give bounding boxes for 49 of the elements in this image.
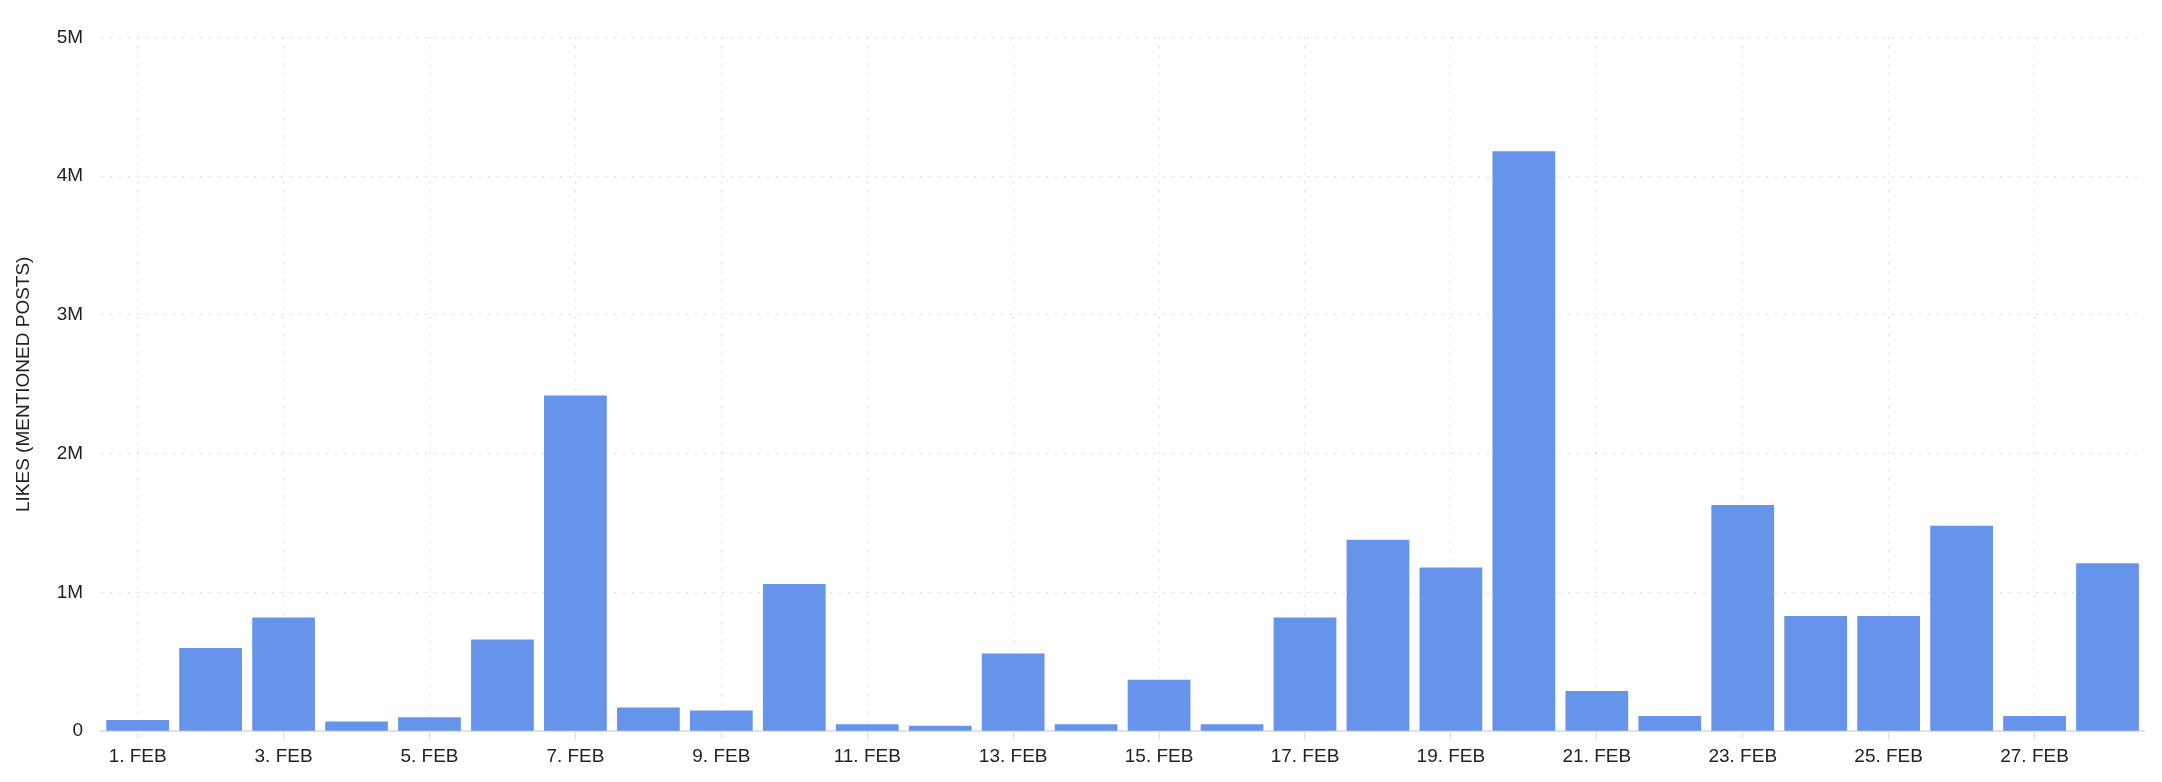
x-tick-label: 9. FEB bbox=[692, 744, 751, 766]
bar bbox=[1273, 617, 1337, 731]
bar bbox=[981, 653, 1045, 731]
bar bbox=[1565, 690, 1629, 731]
x-tick-label: 27. FEB bbox=[2000, 744, 2069, 766]
bar bbox=[1857, 616, 1921, 731]
x-tick-label: 11. FEB bbox=[833, 744, 901, 766]
x-tick-label: 23. FEB bbox=[1708, 744, 1778, 766]
bar bbox=[1200, 724, 1264, 731]
bar bbox=[762, 584, 826, 731]
bar bbox=[1638, 715, 1702, 731]
x-tick-label: 25. FEB bbox=[1854, 744, 1923, 766]
x-tick-label: 13. FEB bbox=[978, 744, 1048, 766]
x-tick-label: 15. FEB bbox=[1124, 744, 1194, 766]
bar bbox=[544, 395, 607, 731]
bar bbox=[1127, 679, 1191, 731]
y-axis-title: LIKES (MENTIONED POSTS) bbox=[11, 256, 33, 513]
bar bbox=[908, 725, 972, 731]
y-tick-label: 5M bbox=[56, 25, 84, 47]
bar bbox=[325, 721, 388, 731]
bar bbox=[179, 647, 242, 731]
x-tick-label: 7. FEB bbox=[546, 744, 605, 766]
y-tick-label: 3M bbox=[56, 303, 84, 325]
bar bbox=[1784, 616, 1848, 731]
y-tick-label: 4M bbox=[56, 164, 84, 186]
bar bbox=[471, 639, 534, 731]
bar bbox=[1419, 567, 1483, 731]
x-tick-label: 21. FEB bbox=[1562, 744, 1632, 766]
bar bbox=[398, 717, 461, 731]
x-tick-label: 5. FEB bbox=[400, 744, 459, 766]
bar bbox=[106, 720, 170, 731]
bar bbox=[2076, 563, 2139, 731]
y-tick-label: 2M bbox=[56, 441, 84, 463]
x-tick-label: 17. FEB bbox=[1270, 744, 1340, 766]
y-tick-label: 0 bbox=[72, 719, 84, 741]
bar bbox=[252, 617, 315, 731]
bar bbox=[835, 724, 899, 731]
y-tick-label: 1M bbox=[56, 580, 84, 602]
x-tick-label: 19. FEB bbox=[1416, 744, 1486, 766]
bar bbox=[1054, 724, 1118, 731]
bar bbox=[617, 707, 680, 731]
bar bbox=[1346, 539, 1410, 731]
bar bbox=[1492, 151, 1556, 731]
bar bbox=[689, 710, 753, 731]
bar bbox=[1711, 505, 1775, 731]
x-tick-label: 3. FEB bbox=[254, 744, 313, 766]
bar bbox=[1930, 525, 1993, 731]
bar bbox=[2003, 715, 2066, 731]
x-tick-label: 1. FEB bbox=[108, 744, 167, 766]
